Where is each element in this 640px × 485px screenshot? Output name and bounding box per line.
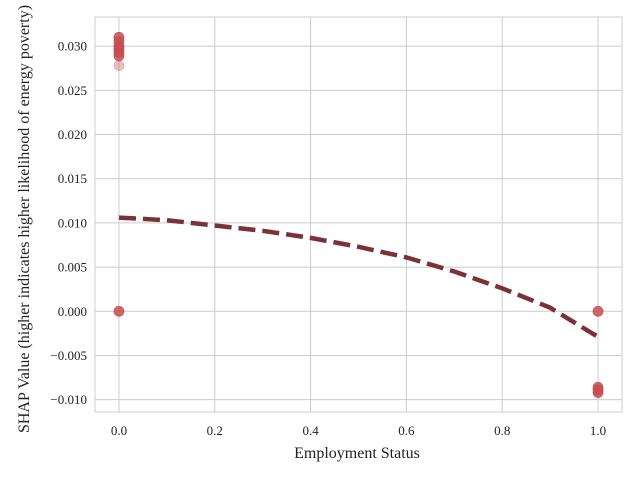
x-axis-label: Employment Status [294,445,420,462]
x-tick-label: 1.0 [590,423,606,438]
y-tick-label: 0.000 [58,304,87,319]
scatter-point [113,60,125,72]
x-tick-label: 0.8 [494,423,510,438]
x-tick-label: 0.4 [302,423,319,438]
y-tick-label: 0.015 [58,171,87,186]
y-axis-label: SHAP Value (higher indicates higher like… [16,5,33,433]
y-tick-label: 0.020 [58,127,87,142]
x-tick-label: 0.2 [207,423,223,438]
y-tick-label: 0.025 [58,83,87,98]
y-tick-label: −0.005 [50,348,87,363]
scatter-point [592,305,604,317]
y-tick-label: −0.010 [50,392,87,407]
data-marks [113,31,604,398]
plot-area [94,16,623,413]
scatter-point [592,387,604,398]
y-tick-label: 0.005 [58,260,87,275]
trend-line [118,215,600,339]
tick-labels: 0.0 0.2 0.4 0.6 0.8 1.0 −0.010 −0.005 0.000 0.005… [50,39,606,438]
scatter-point [113,305,125,317]
x-tick-label: 0.0 [111,423,127,438]
y-tick-label: 0.010 [58,215,87,230]
y-tick-label: 0.030 [58,39,87,54]
scatter-point [113,50,125,62]
x-tick-label: 0.6 [398,423,415,438]
